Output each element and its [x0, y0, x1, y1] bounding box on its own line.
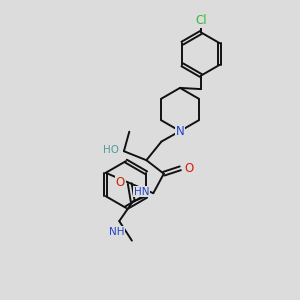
Text: N: N	[176, 124, 184, 138]
Text: NH: NH	[109, 226, 124, 237]
Text: HN: HN	[134, 187, 149, 197]
Text: O: O	[116, 176, 125, 189]
Text: HO: HO	[103, 145, 119, 155]
Text: Cl: Cl	[195, 14, 207, 28]
Text: O: O	[184, 162, 193, 175]
